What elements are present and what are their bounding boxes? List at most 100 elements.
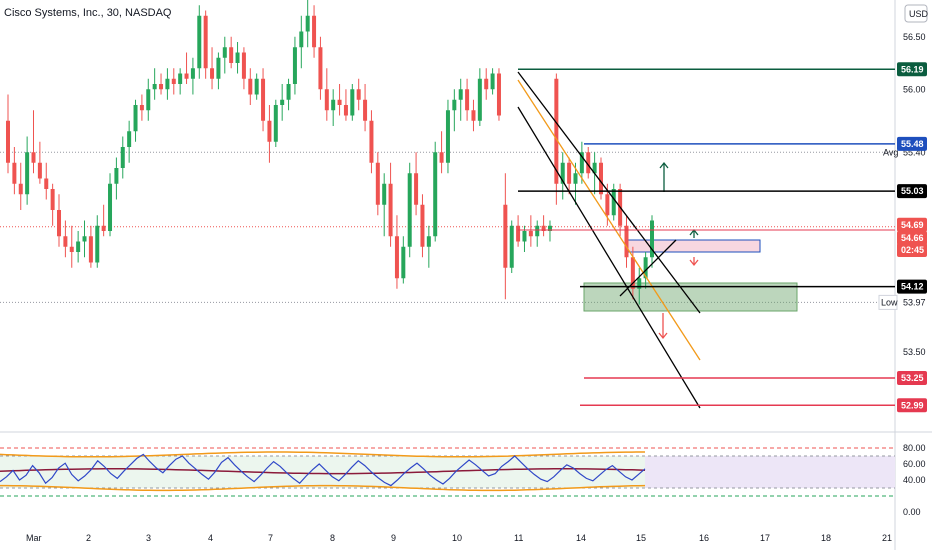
candle-body [267,120,272,142]
x-tick-label: 2 [86,533,91,543]
candle-body [331,99,336,111]
candle-body [44,178,49,189]
candle [133,99,138,142]
currency-box[interactable] [904,4,928,23]
candle-body [203,15,208,69]
candle [375,152,380,216]
up-arrow-target [659,161,669,192]
candle [82,220,87,258]
candle [63,220,68,258]
candle [471,99,476,132]
candle-body [535,225,540,237]
candle [152,68,157,100]
price-tag-bg [897,279,927,294]
candle-body [159,84,164,90]
candle-body [567,162,572,184]
candle [108,173,113,237]
candle [69,225,74,268]
candle [146,78,151,121]
candle [95,215,100,268]
x-tick-label: 8 [330,533,335,543]
candle [101,204,106,237]
price-tag: 53.25 [897,371,927,385]
last-price-tag-text: 54.66 [901,233,924,243]
candle-body [452,99,457,111]
candle-body [382,183,387,205]
candle-body [254,78,259,95]
candle-body [477,78,482,121]
down-arrow-target-head [658,332,668,340]
x-tick-label: 9 [391,533,396,543]
candle-body [31,152,36,163]
candle [120,136,125,179]
candle-body [509,225,514,268]
candle [382,173,387,237]
candle [337,84,342,116]
candle-body [152,84,157,90]
down-arrow-small-head [689,259,699,267]
candle-body [146,89,151,111]
y-tick-label: 56.50 [903,32,926,42]
candle [18,162,23,210]
candle [484,68,489,100]
candle-body [554,78,559,184]
candle-body [216,57,221,79]
price-tag-bg [897,398,927,413]
candle-body [50,189,55,210]
candle [299,15,304,69]
candle [567,157,572,195]
y-tick-label: 55.40 [903,147,926,157]
candle-body [369,120,374,163]
candle-body [407,173,412,247]
candle [388,162,393,247]
candle [452,89,457,132]
candle-body [516,225,521,242]
candle-body [241,52,246,79]
candle-body [292,47,297,84]
candle [31,110,36,174]
x-tick-label: 10 [452,533,462,543]
candle-body [630,257,635,289]
x-tick-label: 7 [268,533,273,543]
candle-body [650,220,654,258]
candle-body [318,47,323,90]
price-tag: 54.12 [897,279,927,294]
chart-title: Cisco Systems, Inc., 30, NASDAQ [4,7,172,19]
candle [44,162,49,200]
candle-body [222,47,227,58]
candle [222,36,227,74]
candle-body [414,173,419,205]
candle-body [624,225,629,258]
candle [114,157,119,200]
candle-body [114,168,119,184]
candle [414,152,419,216]
candle [598,157,603,200]
candle [159,73,164,95]
candle [490,68,495,95]
candle [586,147,591,179]
candle [88,225,93,268]
candle [171,68,176,95]
candle [261,68,266,132]
candle [229,36,234,69]
down-arrow-small [689,257,699,267]
price-tag-text: 56.19 [901,64,924,74]
candle [248,68,253,105]
candle [25,136,30,205]
candle-body [337,99,342,105]
support-zone [583,282,798,312]
y-tick-label: 56.00 [903,84,926,94]
candle-body [445,110,450,163]
candle-body [484,78,489,90]
candle [178,68,183,95]
last-price-tag-bg [897,230,927,245]
candle-body [560,162,565,184]
candle-body [598,162,603,195]
candle [503,173,508,300]
current-price-tag-text: 54.69 [901,220,924,230]
candle-body [401,246,406,279]
price-tag-bg [897,371,927,385]
price-tag: 55.03 [897,184,927,199]
countdown-tag: 02:45 [897,242,927,257]
avg-label: Avg [883,147,898,157]
